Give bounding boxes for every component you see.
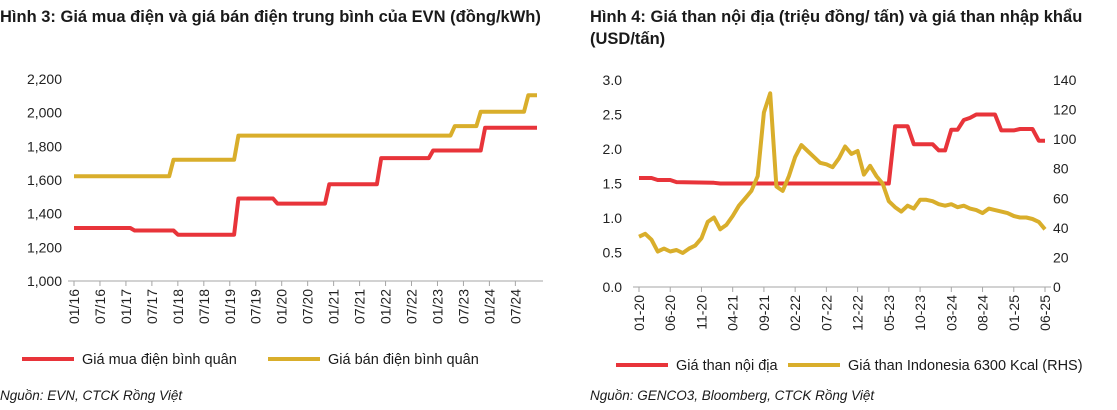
x-tick-label: 01/21 [326,289,342,324]
x-tick-label: 01/16 [66,289,82,324]
y-tick-label: 1,000 [27,273,62,289]
y-tick-label: 1,800 [27,138,62,154]
x-tick-label: 06-20 [662,295,678,331]
y2-tick-label: 60 [1053,190,1069,206]
y-tick-label: 0.0 [603,279,623,295]
x-tick-label: 07/22 [404,289,420,324]
series-line-1 [74,125,537,237]
x-tick-label: 02-22 [787,295,803,331]
legend-label-2: Giá than Indonesia 6300 Kcal (RHS) [848,358,1083,374]
y2-tick-label: 100 [1053,131,1077,147]
x-tick-label: 07/24 [507,289,523,324]
left-chart-title: Hình 3: Giá mua điện và giá bán điện tru… [0,8,541,26]
y-tick-label: 1,200 [27,239,62,255]
x-tick-label: 07/19 [248,289,264,324]
x-tick-label: 05-23 [881,295,897,331]
x-tick-label: 08-24 [975,295,991,331]
x-tick-label: 07/17 [144,289,160,324]
legend-label-2: Giá bán điện bình quân [328,352,479,368]
x-tick-label: 09-21 [756,295,772,331]
x-tick-label: 07-22 [818,295,834,331]
x-tick-label: 01/24 [481,289,497,324]
x-tick-label: 07/21 [352,289,368,324]
x-tick-label: 07/16 [92,289,108,324]
right-chart-source: Nguồn: GENCO3, Bloomberg, CTCK Rồng Việt [590,388,875,403]
legend-label-1: Giá than nội địa [676,358,779,374]
x-tick-label: 01/20 [274,289,290,324]
x-tick-label: 07/18 [196,289,212,324]
y-tick-label: 0.5 [603,245,623,261]
y-tick-label: 2.5 [603,107,623,123]
legend-label-1: Giá mua điện bình quân [82,352,237,368]
x-tick-label: 07/23 [455,289,471,324]
x-tick-label: 12-22 [850,295,866,331]
y-tick-label: 3.0 [603,72,623,88]
y2-tick-label: 120 [1053,102,1077,118]
right-chart-panel: Hình 4: Giá than nội địa (triệu đồng/ tấ… [590,0,1117,410]
y-tick-label: 1,400 [27,206,62,222]
left-chart-source: Nguồn: EVN, CTCK Rồng Việt [0,388,183,403]
y2-tick-label: 0 [1053,279,1061,295]
x-tick-label: 01-25 [1006,295,1022,331]
x-tick-label: 01/22 [378,289,394,324]
series-line-1 [639,112,1045,186]
left-chart: 1,000 1,200 1,400 1,600 1,800 2,000 2,200 01/16… [22,71,543,368]
x-tick-label: 01/23 [429,289,445,324]
series-line-2 [638,91,1047,255]
y-tick-label: 1.0 [603,210,623,226]
x-tick-label: 03-24 [943,295,959,331]
y-tick-label: 2,200 [27,71,62,87]
y-tick-label: 1,600 [27,172,62,188]
x-tick-label: 01-20 [631,295,647,331]
y2-tick-label: 20 [1053,249,1069,265]
series-line-2 [74,93,537,179]
y-tick-label: 1.5 [603,176,623,192]
x-tick-label: 07/20 [300,289,316,324]
y2-tick-label: 140 [1053,72,1077,88]
y2-tick-label: 80 [1053,161,1069,177]
right-chart-title: Hình 4: Giá than nội địa (triệu đồng/ tấ… [590,8,1083,48]
y-tick-label: 2.0 [603,141,623,157]
x-tick-label: 01/18 [170,289,186,324]
right-chart: 0.0 0.5 1.0 1.5 2.0 2.5 3.0 0 20 40 60 80 100 120 140 0… [603,72,1083,374]
y-tick-label: 2,000 [27,105,62,121]
x-tick-label: 10-23 [912,295,928,331]
left-chart-panel: Hình 3: Giá mua điện và giá bán điện tru… [0,8,543,403]
y2-tick-label: 40 [1053,220,1069,236]
x-tick-label: 11-20 [693,295,709,330]
x-tick-label: 06-25 [1037,295,1053,331]
x-tick-label: 01/19 [222,289,238,324]
x-tick-label: 01/17 [118,289,134,324]
x-tick-label: 04-21 [725,295,741,331]
